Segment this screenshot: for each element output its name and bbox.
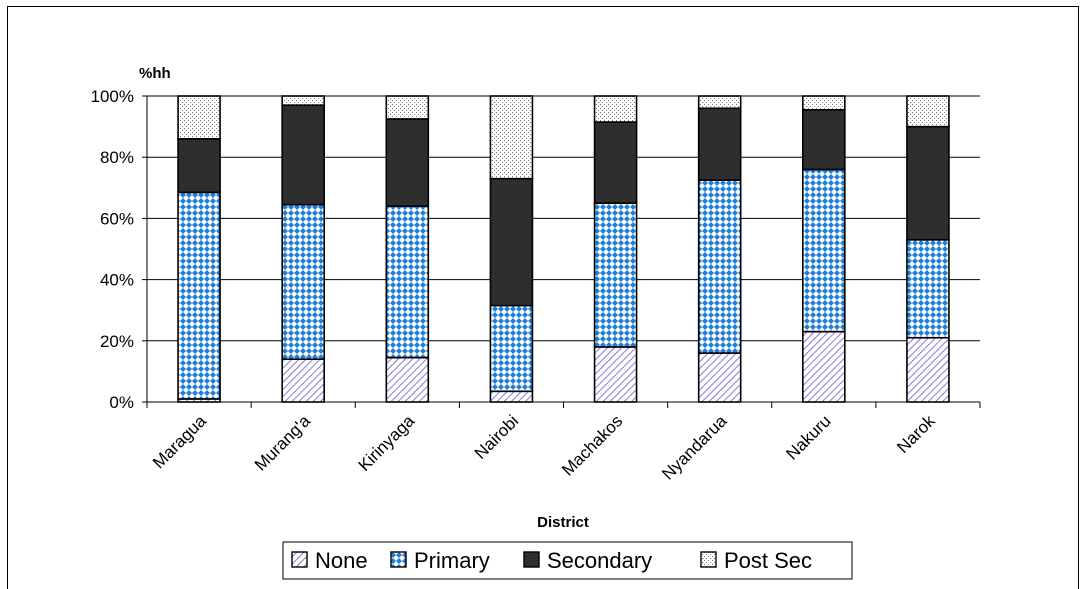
y-tick-label: 40% <box>100 271 134 290</box>
bar-segment <box>802 108 846 171</box>
x-category-label: Nyandarua <box>658 411 731 484</box>
y-tick-label: 80% <box>100 148 134 167</box>
bar-segment <box>906 95 950 128</box>
bar-segment <box>906 239 950 339</box>
x-category-label: Narok <box>893 411 939 457</box>
bar-segment <box>385 118 430 207</box>
bar-segment <box>697 107 742 181</box>
y-tick-label: 60% <box>100 209 134 228</box>
legend-label: Secondary <box>547 548 652 573</box>
x-category-label: Maragua <box>149 411 210 472</box>
bar-segment <box>177 95 221 140</box>
bar-segment <box>906 336 950 403</box>
y-tick-label: 0% <box>109 393 134 412</box>
legend-label: Primary <box>414 548 490 573</box>
y-tick-label: 100% <box>91 87 134 106</box>
bar-segment <box>385 356 430 403</box>
bar-segment <box>489 390 534 403</box>
bar-segment <box>593 121 638 204</box>
bar-segment <box>281 203 325 360</box>
y-tick-label: 20% <box>100 332 134 351</box>
x-category-label: Nakuru <box>782 411 834 463</box>
x-axis-title: District <box>537 514 589 531</box>
axes <box>142 95 981 408</box>
bar-segment <box>593 95 638 123</box>
x-category-label: Murang'a <box>251 411 315 475</box>
bar-segment <box>802 95 846 111</box>
legend-box <box>282 541 853 580</box>
bar-segment <box>489 177 534 307</box>
bar-segment <box>697 95 742 110</box>
bar-segment <box>697 352 742 403</box>
bar-segment <box>489 95 534 180</box>
bar-segment <box>802 330 846 403</box>
bar-segment <box>802 168 846 333</box>
y-axis-title: %hh <box>139 65 171 82</box>
legend-swatch <box>523 551 540 568</box>
x-category-label: Kirinyaga <box>355 411 419 475</box>
bar-segment <box>489 304 534 393</box>
bar-segment <box>177 191 221 400</box>
bar-segment <box>281 104 325 206</box>
legend-swatch <box>700 551 717 568</box>
bar-segment <box>385 205 430 359</box>
chart-frame <box>7 6 1079 589</box>
legend-label: Post Sec <box>724 548 812 573</box>
x-category-label: Nairobi <box>471 411 523 463</box>
legend-swatch <box>291 551 308 568</box>
x-category-label: Machakos <box>558 411 626 479</box>
bar-segment <box>281 95 325 106</box>
y-tick-labels: 0% 20% 40% 60% 80% 100% <box>91 87 134 412</box>
gridlines <box>147 95 980 342</box>
bar-segment <box>906 125 950 241</box>
bar-segment <box>593 346 638 403</box>
bar-segment <box>593 202 638 348</box>
x-category-labels: Maragua Murang'a Kirinyaga Nairobi Machakos N… <box>149 411 939 484</box>
bar-segment <box>281 358 325 403</box>
bar-segment <box>177 138 221 194</box>
bars <box>177 95 950 403</box>
bar-segment <box>385 95 430 120</box>
legend: None Primary Secondary Post Sec <box>282 541 853 580</box>
legend-label: None <box>315 548 368 573</box>
bar-segment <box>697 179 742 354</box>
legend-swatch <box>390 551 407 568</box>
